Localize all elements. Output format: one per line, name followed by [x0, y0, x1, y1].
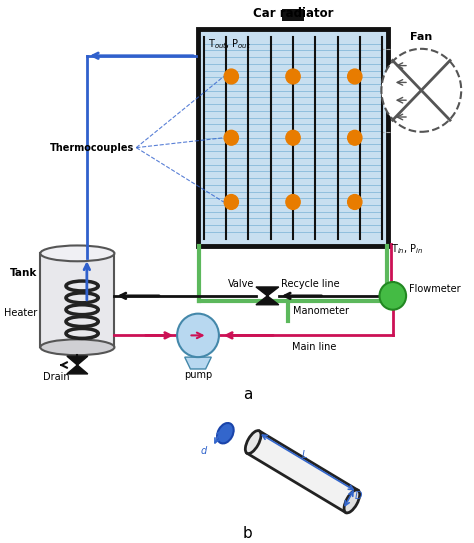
Text: a: a — [243, 387, 252, 402]
Text: Thermocouples: Thermocouples — [50, 143, 134, 153]
Circle shape — [347, 194, 362, 210]
Circle shape — [177, 314, 219, 357]
Text: Tank: Tank — [10, 268, 37, 278]
Text: T$_{out}$, P$_{out}$: T$_{out}$, P$_{out}$ — [208, 37, 251, 51]
Circle shape — [347, 69, 362, 84]
Polygon shape — [185, 357, 211, 369]
Ellipse shape — [40, 245, 114, 261]
Text: b: b — [243, 526, 252, 540]
Circle shape — [286, 130, 300, 145]
Circle shape — [286, 194, 300, 210]
Circle shape — [286, 69, 300, 84]
Bar — [40, 254, 114, 347]
Text: D: D — [355, 491, 362, 501]
Circle shape — [382, 49, 461, 132]
Polygon shape — [256, 287, 279, 305]
Text: Flowmeter: Flowmeter — [409, 284, 461, 294]
Text: Main line: Main line — [292, 342, 337, 352]
Text: Car radiator: Car radiator — [253, 7, 333, 20]
Polygon shape — [67, 356, 88, 374]
Text: Heater: Heater — [4, 308, 37, 318]
Circle shape — [224, 130, 238, 145]
Circle shape — [380, 282, 406, 310]
Bar — [282, 9, 304, 21]
Ellipse shape — [217, 423, 234, 444]
Text: pump: pump — [184, 370, 212, 380]
Polygon shape — [247, 431, 358, 513]
Text: Recycle line: Recycle line — [281, 279, 339, 289]
Bar — [198, 29, 388, 247]
Text: Valve: Valve — [228, 279, 254, 289]
Ellipse shape — [246, 431, 261, 453]
Text: L: L — [302, 451, 308, 460]
Text: Fan: Fan — [410, 32, 432, 42]
Ellipse shape — [344, 490, 360, 513]
Text: d: d — [201, 446, 207, 456]
Circle shape — [224, 69, 238, 84]
Text: Drain: Drain — [43, 372, 70, 382]
Ellipse shape — [40, 339, 114, 355]
Text: T$_{in}$, P$_{in}$: T$_{in}$, P$_{in}$ — [391, 243, 423, 256]
Circle shape — [224, 194, 238, 210]
Text: Manometer: Manometer — [293, 306, 349, 315]
Circle shape — [347, 130, 362, 145]
